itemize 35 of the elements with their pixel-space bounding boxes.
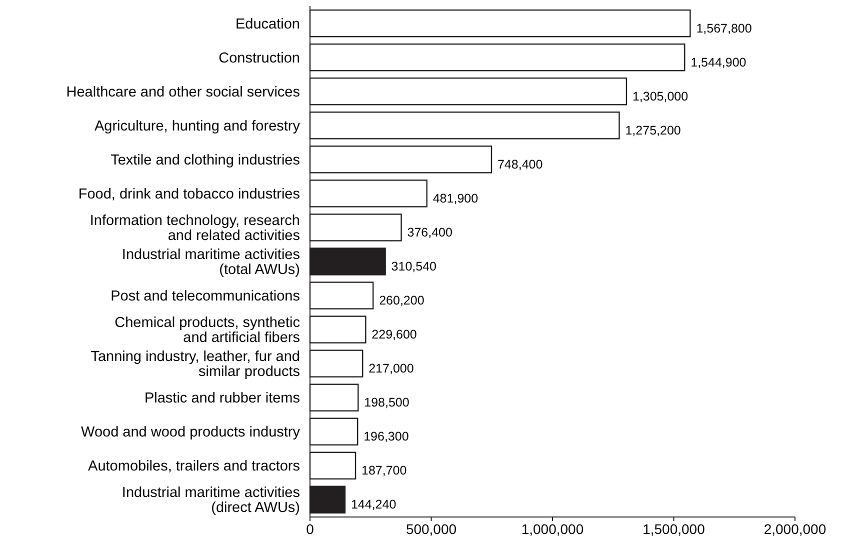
- y-tick-label: Tanning industry, leather, fur and similar products: [90, 349, 300, 380]
- data-label: 481,900: [432, 191, 478, 206]
- y-tick-label: Plastic and rubber items: [144, 390, 300, 407]
- data-label: 144,240: [350, 498, 396, 512]
- y-tick-label: Healthcare and other social services: [66, 84, 300, 100]
- data-label: 260,200: [379, 294, 424, 308]
- data-label: 310,540: [391, 260, 437, 274]
- data-label: 1,567,800: [696, 21, 752, 36]
- y-tick-label: Wood and wood products industry: [81, 424, 301, 441]
- y-tick-label: Post and telecommunications: [110, 288, 300, 305]
- data-label: 196,300: [364, 430, 409, 444]
- x-tick-label: 1,500,000: [642, 521, 706, 537]
- y-tick-label: Industrial maritime activities (total AWUs): [122, 247, 300, 278]
- x-tick-label: 500,000: [406, 521, 457, 537]
- y-tick-label: Food, drink and tobacco industries: [78, 186, 300, 202]
- data-label: 1,305,000: [632, 89, 688, 104]
- y-tick-label: Textile and clothing industries: [110, 152, 300, 168]
- data-label: 198,500: [364, 396, 410, 410]
- data-label: 376,400: [407, 225, 453, 240]
- x-tick-label: 2,000,000: [764, 521, 826, 537]
- y-tick-label: Chemical products, synthetic and artificial fibers: [114, 315, 300, 346]
- data-label: 187,700: [362, 464, 407, 478]
- y-tick-label: Automobiles, trailers and tractors: [88, 458, 300, 475]
- x-tick-label: 1,000,000: [521, 521, 584, 537]
- y-tick-label: Agriculture, hunting and forestry: [94, 118, 301, 134]
- data-label: 748,400: [497, 157, 543, 172]
- data-label: 1,275,200: [625, 123, 681, 138]
- y-tick-label: Construction: [218, 50, 300, 66]
- data-label: 229,600: [372, 328, 417, 342]
- data-label: 1,544,900: [690, 55, 746, 70]
- y-tick-label: Information technology, research and related activities: [90, 212, 300, 244]
- x-tick-label: 0: [306, 521, 314, 537]
- y-tick-label: Industrial maritime activities (direct AWUs): [122, 485, 300, 516]
- data-label: 217,000: [368, 362, 414, 376]
- y-tick-label: Education: [236, 16, 300, 32]
